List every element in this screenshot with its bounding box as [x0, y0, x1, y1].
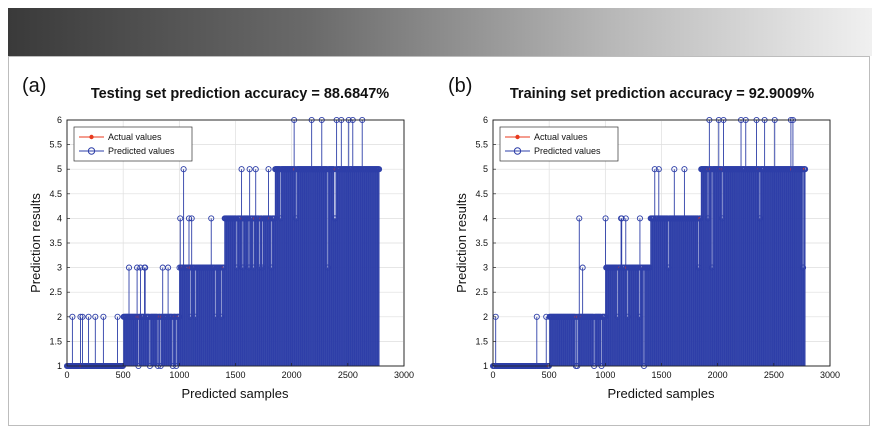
x-tick-label: 2500 [338, 370, 358, 380]
predicted-marker [681, 166, 688, 173]
y-tick-label: 3.5 [49, 238, 62, 248]
predicted-marker [636, 215, 643, 222]
y-tick-label: 6 [483, 115, 488, 125]
x-tick-label: 2000 [708, 370, 728, 380]
x-tick-label: 1500 [651, 370, 671, 380]
y-tick-label: 2.5 [475, 287, 488, 297]
x-tick-label: 500 [116, 370, 131, 380]
y-tick-label: 2 [57, 312, 62, 322]
x-tick-label: 3000 [820, 370, 840, 380]
x-tick-label: 0 [490, 370, 495, 380]
predicted-marker [376, 166, 383, 173]
predicted-marker [671, 166, 678, 173]
panel-a: (a) Testing set prediction accuracy = 88… [22, 75, 414, 401]
predicted-marker [188, 215, 195, 222]
y-axis-label-a: Prediction results [28, 193, 43, 293]
panel-label-b: (b) [448, 75, 472, 97]
legend-predicted-marker-b [513, 147, 522, 155]
predicted-marker [137, 264, 144, 271]
legend-actual-label-b: Actual values [534, 132, 588, 142]
legend-predicted-label-b: Predicted values [534, 146, 601, 156]
legend-predicted-label-a: Predicted values [108, 146, 175, 156]
legend-actual-marker-b [515, 134, 520, 140]
x-axis-label-a: Predicted samples [182, 386, 289, 401]
x-tick-label: 3000 [394, 370, 414, 380]
y-tick-label: 2 [483, 312, 488, 322]
y-tick-label: 5 [57, 164, 62, 174]
y-tick-label: 1.5 [475, 336, 488, 346]
y-tick-label: 4.5 [475, 189, 488, 199]
legend-b: Actual values Predicted values [499, 126, 619, 162]
legend-actual-marker-a [89, 134, 94, 140]
predicted-marker [114, 313, 121, 320]
plot-outline [66, 119, 405, 367]
plot-outline [492, 119, 831, 367]
y-tick-label: 4 [57, 213, 62, 223]
chart-title-b: Training set prediction accuracy = 92.90… [510, 86, 814, 102]
predicted-marker [165, 264, 172, 271]
predicted-marker [246, 166, 253, 173]
x-tick-label: 1000 [595, 370, 615, 380]
predicted-marker [125, 264, 133, 271]
x-tick-label: 1000 [169, 370, 189, 380]
predicted-marker [618, 215, 625, 222]
predicted-marker [802, 166, 809, 173]
predicted-marker [142, 264, 149, 271]
x-tick-label: 500 [542, 370, 557, 380]
predicted-marker [602, 215, 609, 222]
y-tick-label: 1.5 [49, 336, 62, 346]
x-axis-label-b: Predicted samples [608, 386, 715, 401]
predicted-marker [238, 166, 245, 173]
panel-label-a: (a) [22, 75, 46, 97]
predicted-marker [79, 313, 86, 320]
y-tick-label: 2.5 [49, 287, 62, 297]
predicted-marker [252, 166, 259, 173]
x-tick-label: 0 [64, 370, 69, 380]
predicted-marker [134, 264, 141, 271]
predicted-marker [85, 313, 92, 320]
legend-actual-label-a: Actual values [108, 132, 162, 142]
predicted-marker [177, 215, 184, 222]
y-tick-label: 4.5 [49, 189, 62, 199]
predicted-marker [579, 264, 586, 271]
predicted-marker [655, 166, 662, 173]
y-tick-label: 3 [57, 263, 62, 273]
legend-predicted-marker-a [87, 147, 96, 155]
y-tick-label: 5 [483, 164, 488, 174]
predicted-marker [533, 313, 540, 320]
predicted-marker [265, 166, 272, 173]
predicted-marker [799, 264, 807, 271]
predicted-marker [92, 313, 99, 320]
predicted-marker [208, 215, 215, 222]
x-tick-label: 1500 [225, 370, 245, 380]
ticks-b: 0 500 1000 1500 2000 2500 3000 1 1.5 2 2.5 3 3.5 4 4.5… [475, 115, 840, 380]
legend-box-b [499, 126, 619, 162]
y-tick-label: 4 [483, 213, 488, 223]
y-tick-label: 5.5 [475, 140, 488, 150]
chart-title-a: Testing set prediction accuracy = 88.684… [91, 86, 389, 102]
x-tick-label: 2500 [764, 370, 784, 380]
predicted-marker [77, 313, 84, 320]
header-banner [8, 8, 872, 56]
predicted-marker [576, 215, 583, 222]
y-axis-label-b: Prediction results [454, 193, 469, 293]
predicted-marker [651, 166, 658, 173]
predicted-marker [180, 166, 187, 173]
panel-b: (b) Training set prediction accuracy = 9… [448, 75, 840, 401]
predicted-marker [622, 215, 629, 222]
y-tick-label: 5.5 [49, 140, 62, 150]
x-tick-label: 2000 [282, 370, 302, 380]
legend-box-a [73, 126, 193, 162]
y-tick-label: 3 [483, 263, 488, 273]
predicted-marker [100, 313, 107, 320]
y-tick-label: 6 [57, 115, 62, 125]
y-tick-label: 3.5 [475, 238, 488, 248]
y-tick-label: 1 [57, 361, 62, 371]
legend-a: Actual values Predicted values [73, 126, 193, 162]
y-tick-label: 1 [483, 361, 488, 371]
ticks-a: 0 500 1000 1500 2000 2500 3000 1 1.5 2 2.5 3 3.5 4 4.5… [49, 115, 414, 380]
